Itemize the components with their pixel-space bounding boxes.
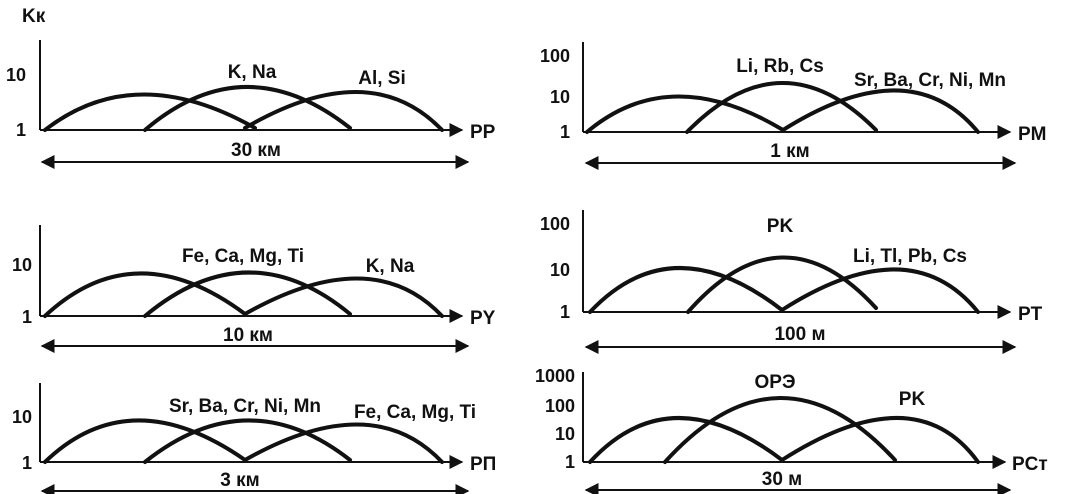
distribution-curve — [588, 416, 784, 464]
element-group-label: Fe, Ca, Mg, Ti — [354, 402, 476, 423]
distribution-curve — [585, 94, 785, 134]
element-group-label: PK — [899, 389, 926, 410]
distance-label: 30 км — [231, 140, 281, 161]
tick-label: 1 — [22, 307, 32, 327]
tick-label: 1 — [16, 120, 26, 140]
zone-axis-name: PCт — [1012, 454, 1048, 475]
panel-pp: 10 1 K, Na Al, Si PP 30 км — [6, 40, 496, 169]
distribution-curve — [588, 266, 784, 314]
zone-axis-name: PP — [470, 122, 496, 143]
element-group-label: OPЭ — [755, 372, 796, 393]
distribution-curve — [686, 255, 878, 314]
distribution-curve — [243, 276, 444, 318]
tick-label: 1 — [565, 452, 575, 472]
element-group-label: Li, Rb, Cs — [736, 56, 824, 77]
distribution-curve — [243, 422, 444, 464]
distribution-curve — [781, 88, 980, 134]
element-group-label: Sr, Ba, Cr, Ni, Mn — [854, 70, 1006, 91]
distribution-curve — [685, 81, 878, 134]
panel-py: 10 1 Fe, Ca, Mg, Ti K, Na PY 10 км — [12, 225, 496, 353]
panel-rs: 1000 100 10 1 OPЭ PK PCт 30 м — [535, 366, 1048, 494]
tick-label: 10 — [555, 424, 575, 444]
tick-label: 100 — [540, 46, 570, 66]
distribution-curve — [143, 85, 352, 132]
distribution-curve — [43, 92, 257, 132]
tick-label: 1 — [560, 302, 570, 322]
distance-label: 10 км — [223, 325, 273, 346]
element-group-label: K, Na — [228, 62, 277, 83]
distance-label: 1 км — [770, 141, 809, 162]
tick-label: 10 — [12, 255, 32, 275]
element-group-label: Al, Si — [358, 68, 406, 89]
element-group-label: K, Na — [366, 256, 415, 277]
panel-pt: 100 10 1 PK Li, Tl, Pb, Cs PT 100 м — [540, 210, 1043, 354]
distribution-curve — [663, 396, 897, 464]
panel-rp: 10 1 Sr, Ba, Cr, Ni, Mn Fe, Ca, Mg, Ti P… — [12, 383, 496, 494]
tick-label: 10 — [6, 65, 26, 85]
distribution-curve — [43, 418, 247, 464]
element-group-label: Sr, Ba, Cr, Ni, Mn — [169, 396, 321, 417]
zone-axis-name: PП — [470, 454, 496, 475]
element-group-label: Fe, Ca, Mg, Ti — [182, 246, 304, 267]
panel-pm: 100 10 1 Li, Rb, Cs Sr, Ba, Cr, Ni, Mn P… — [540, 42, 1047, 170]
distance-label: 100 м — [774, 324, 825, 345]
element-group-label: Li, Tl, Pb, Cs — [853, 246, 967, 267]
tick-label: 1000 — [535, 366, 575, 386]
distribution-curve — [43, 271, 247, 318]
tick-label: 100 — [540, 214, 570, 234]
zone-axis-name: PT — [1018, 304, 1043, 325]
tick-label: 10 — [12, 407, 32, 427]
y-axis-symbol: Kк — [22, 6, 46, 27]
distribution-curve — [243, 90, 444, 132]
zone-axis-name: PY — [470, 308, 496, 329]
distribution-curve — [143, 418, 352, 464]
tick-label: 100 — [545, 396, 575, 416]
distribution-curve — [780, 267, 980, 314]
distance-label: 30 м — [762, 469, 802, 490]
element-group-label: PK — [767, 216, 794, 237]
distribution-curve — [143, 270, 352, 318]
tick-label: 10 — [550, 260, 570, 280]
distance-label: 3 км — [220, 470, 259, 491]
distribution-curve — [780, 416, 980, 464]
tick-label: 1 — [22, 453, 32, 473]
zone-axis-name: PM — [1018, 124, 1047, 145]
tick-label: 1 — [560, 122, 570, 142]
tick-label: 10 — [550, 87, 570, 107]
